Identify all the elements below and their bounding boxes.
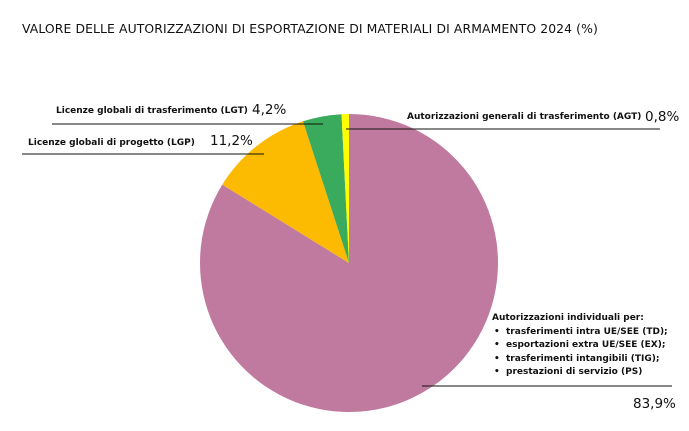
label-lgp: Licenze globali di progetto (LGP) [28,138,195,148]
label-individual: Autorizzazioni individuali per: trasferi… [492,312,668,380]
chart-title: VALORE DELLE AUTORIZZAZIONI DI ESPORTAZI… [22,21,598,36]
slice-lgt [303,114,349,263]
value-label-lgp: 11,2% [210,133,253,149]
individual-item-ps: prestazioni di servizio (PS) [492,366,668,380]
slice-individual [199,114,498,412]
label-lgt: Licenze globali di trasferimento (LGT) [56,106,248,116]
individual-item-td: trasferimenti intra UE/SEE (TD); [492,326,668,340]
label-agt: Autorizzazioni generali di trasferimento… [407,112,642,122]
value-label-individual: 83,9% [633,396,676,412]
value-label-lgt: 4,2% [252,102,287,118]
label-individual-title: Autorizzazioni individuali per: [492,313,644,323]
value-label-agt: 0,8% [645,109,680,125]
slice-lgp [222,121,349,263]
slice-agt [341,114,349,263]
individual-item-tig: trasferimenti intangibili (TIG); [492,353,668,367]
individual-item-ex: esportazioni extra UE/SEE (EX); [492,339,668,353]
individual-items-list: trasferimenti intra UE/SEE (TD); esporta… [492,326,668,380]
